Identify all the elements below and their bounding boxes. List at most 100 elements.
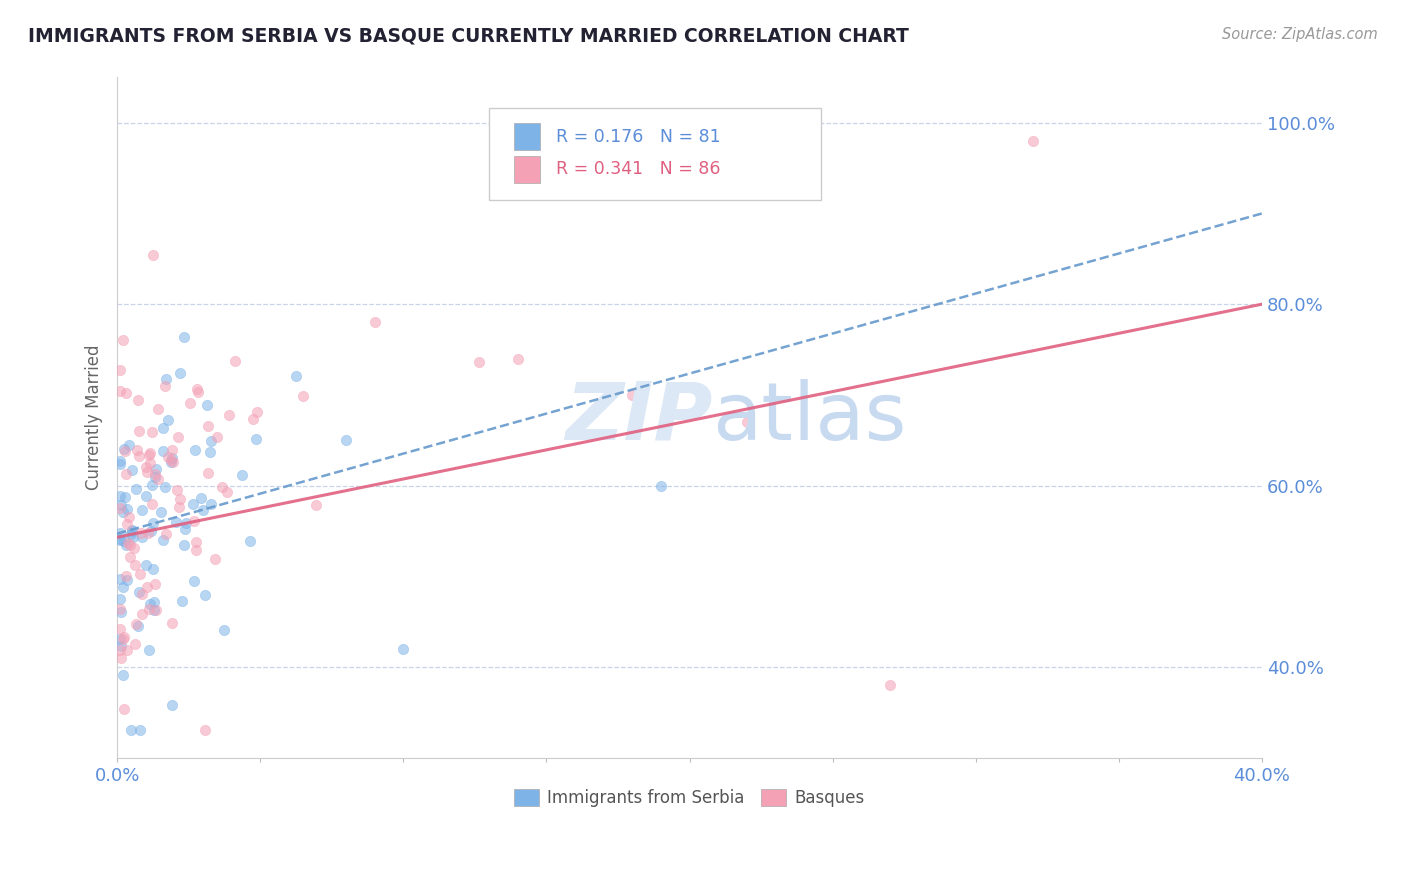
Point xyxy=(122,530,145,544)
Point xyxy=(112,632,135,646)
Point xyxy=(392,641,415,656)
Point xyxy=(145,467,167,481)
Point xyxy=(173,329,195,343)
Legend: Immigrants from Serbia, Basques: Immigrants from Serbia, Basques xyxy=(508,782,872,814)
Point xyxy=(117,535,139,549)
Point xyxy=(149,504,172,518)
Point xyxy=(138,525,160,540)
Point xyxy=(160,615,183,630)
Point xyxy=(166,483,188,497)
Point xyxy=(146,472,169,486)
Point xyxy=(108,532,131,546)
Point xyxy=(125,443,148,458)
Point xyxy=(218,408,240,422)
Point xyxy=(650,478,672,492)
Text: Source: ZipAtlas.com: Source: ZipAtlas.com xyxy=(1222,27,1378,42)
Point xyxy=(110,639,132,653)
Point xyxy=(138,642,160,657)
Point xyxy=(167,429,190,443)
Point xyxy=(121,524,143,538)
Point xyxy=(111,505,134,519)
Point xyxy=(155,480,177,494)
Point xyxy=(191,502,214,516)
Point xyxy=(212,623,235,637)
Point xyxy=(128,566,150,581)
Point xyxy=(135,489,157,503)
Point xyxy=(108,622,131,636)
Point xyxy=(121,524,143,538)
Point xyxy=(169,366,191,380)
Point xyxy=(138,448,160,462)
Text: R = 0.341   N = 86: R = 0.341 N = 86 xyxy=(555,161,720,178)
Point xyxy=(108,643,131,657)
Point xyxy=(120,527,142,541)
Point xyxy=(146,402,169,417)
Point xyxy=(1022,134,1045,148)
Point xyxy=(125,482,148,496)
Point xyxy=(335,434,357,448)
Point xyxy=(141,477,163,491)
Point xyxy=(195,398,218,412)
Point xyxy=(112,630,135,644)
Point xyxy=(204,551,226,566)
Point xyxy=(198,444,221,458)
Point xyxy=(128,425,150,439)
Point xyxy=(184,443,207,458)
Point xyxy=(114,443,136,458)
Point xyxy=(110,650,132,665)
Point xyxy=(135,558,157,572)
Point xyxy=(170,594,193,608)
Point xyxy=(108,602,131,616)
Point xyxy=(183,574,205,588)
Point xyxy=(128,585,150,599)
Point xyxy=(108,363,131,377)
Point xyxy=(120,549,142,564)
Point xyxy=(115,569,138,583)
Point xyxy=(108,457,131,471)
Point xyxy=(143,577,166,591)
Point xyxy=(190,491,212,505)
Point xyxy=(124,637,146,651)
Point xyxy=(122,541,145,555)
Point xyxy=(231,467,253,482)
Point xyxy=(112,581,135,595)
Point xyxy=(187,384,209,399)
Point xyxy=(242,411,264,425)
Point xyxy=(152,533,174,548)
Point xyxy=(125,616,148,631)
Point xyxy=(186,382,208,396)
Text: R = 0.176   N = 81: R = 0.176 N = 81 xyxy=(555,128,720,145)
Point xyxy=(194,723,217,738)
Point xyxy=(131,587,153,601)
Point xyxy=(157,450,180,464)
Point xyxy=(174,522,197,536)
Point xyxy=(735,415,758,429)
Point xyxy=(156,413,179,427)
Point xyxy=(108,384,131,399)
Point xyxy=(139,524,162,538)
Point xyxy=(115,642,138,657)
Point xyxy=(112,702,135,716)
Point xyxy=(211,479,233,493)
Point xyxy=(200,434,222,449)
Point xyxy=(879,678,901,692)
Point xyxy=(239,533,262,548)
Point xyxy=(184,543,207,558)
Point xyxy=(197,466,219,480)
Point xyxy=(205,430,228,444)
Point xyxy=(179,396,201,410)
Point xyxy=(246,404,269,418)
Point xyxy=(112,333,135,347)
Point xyxy=(114,491,136,505)
Point xyxy=(108,525,131,540)
Point xyxy=(120,538,142,552)
Point xyxy=(131,530,153,544)
Point xyxy=(155,527,177,541)
Point xyxy=(160,455,183,469)
Y-axis label: Currently Married: Currently Married xyxy=(86,345,103,491)
Point xyxy=(145,461,167,475)
Point xyxy=(141,497,163,511)
Point xyxy=(128,449,150,463)
Point xyxy=(145,602,167,616)
FancyBboxPatch shape xyxy=(489,108,821,200)
